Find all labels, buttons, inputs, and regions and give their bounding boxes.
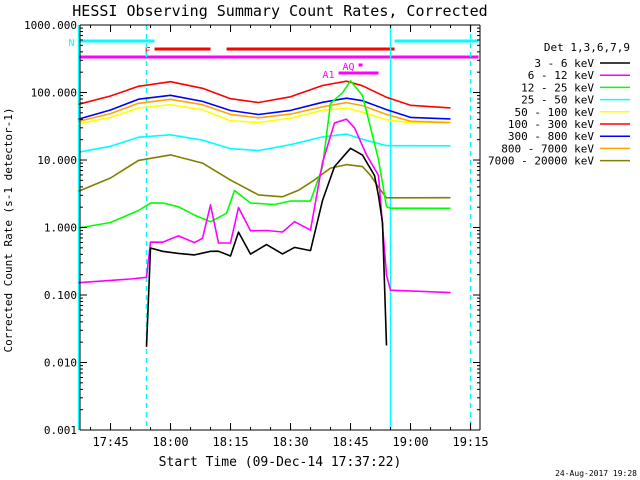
series-line-2	[78, 80, 451, 229]
flag-label-1: F	[145, 46, 151, 57]
y-tick-label-2: 10.000	[37, 154, 77, 167]
plot-layer: N F AQ A1 1000.000 100.000 10.000 1.000 0.100 0.0…	[24, 19, 630, 449]
series-line-1	[78, 118, 451, 294]
legend-label-4: 50 - 100 keV	[515, 106, 595, 119]
x-tick-label-0: 17:45	[92, 435, 128, 449]
x-tick-label-4: 18:45	[332, 435, 368, 449]
y-tick-label-5: 0.010	[44, 357, 77, 370]
series-line-4	[78, 103, 451, 125]
legend-label-1: 6 - 12 keV	[528, 69, 595, 82]
series-line-5	[78, 80, 451, 109]
series-line-0	[145, 147, 388, 347]
y-tick-label-0: 1000.000	[24, 19, 77, 32]
x-tick-label-2: 18:15	[212, 435, 248, 449]
legend-title: Det 1,3,6,7,9	[544, 41, 630, 54]
x-tick-label-3: 18:30	[272, 435, 308, 449]
legend-label-2: 12 - 25 keV	[521, 81, 594, 94]
chart-title: HESSI Observing Summary Count Rates, Cor…	[72, 2, 487, 20]
footer-date: 24-Aug-2017 19:28	[555, 469, 637, 478]
series-line-7	[78, 98, 451, 124]
flag-label-4: A1	[322, 70, 334, 81]
legend-label-8: 7000 - 20000 keV	[488, 155, 594, 168]
y-axis-label: Corrected Count Rate (s-1 detector-1)	[2, 107, 15, 352]
y-tick-label-4: 0.100	[44, 289, 77, 302]
x-tick-label-6: 19:15	[452, 435, 488, 449]
legend-label-5: 100 - 300 keV	[508, 118, 594, 131]
flag-label-0: N	[69, 38, 75, 49]
y-tick-label-1: 100.000	[31, 87, 77, 100]
x-tick-label-1: 18:00	[152, 435, 188, 449]
legend-label-3: 25 - 50 keV	[521, 94, 594, 107]
series-line-6	[78, 94, 451, 120]
legend-label-6: 300 - 800 keV	[508, 130, 594, 143]
legend-label-0: 3 - 6 keV	[534, 57, 594, 70]
x-tick-label-5: 19:00	[392, 435, 428, 449]
y-tick-label-3: 1.000	[44, 222, 77, 235]
x-axis-label: Start Time (09-Dec-14 17:37:22)	[159, 455, 402, 470]
legend-label-7: 800 - 7000 keV	[501, 142, 594, 155]
series-line-3	[78, 133, 451, 153]
y-tick-label-6: 0.001	[44, 424, 77, 437]
flag-label-3: AQ	[342, 62, 354, 73]
